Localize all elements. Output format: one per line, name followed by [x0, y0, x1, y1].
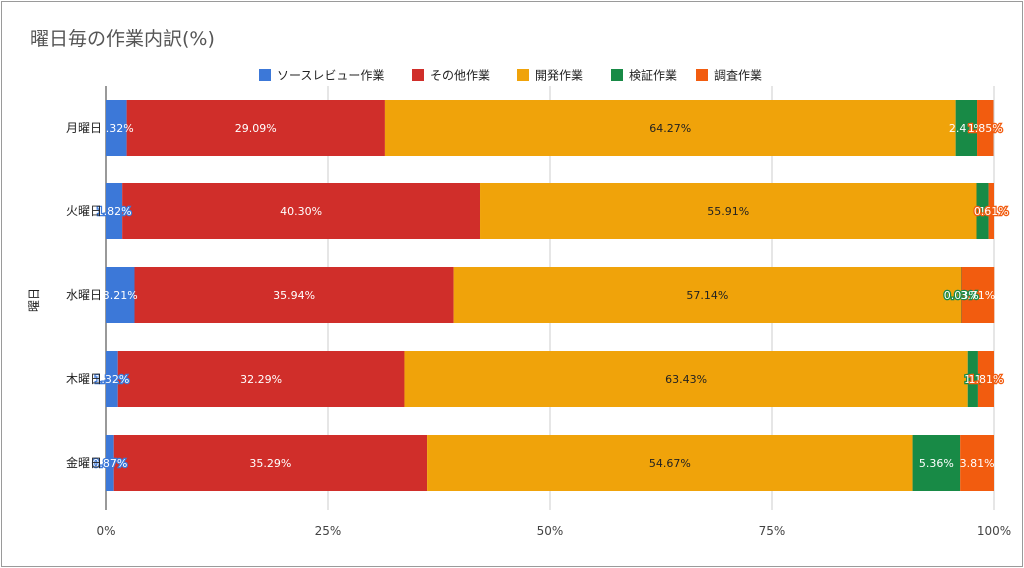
bar-segment	[106, 100, 127, 156]
category-label: 火曜日	[66, 204, 102, 218]
data-label: 0.03%	[944, 289, 979, 302]
data-labels: 2.32% 29.09% 64.27% 2.41%1.85% 1.82% 40.30% 55…	[91, 121, 1010, 472]
bar-segment	[106, 267, 135, 323]
category-label: 金曜日	[66, 455, 102, 470]
x-tick-label: 0%	[96, 524, 115, 538]
data-label: 32.29%	[240, 373, 282, 386]
bar-segment	[480, 183, 977, 239]
legend-swatch	[517, 69, 529, 81]
bar-segment	[967, 351, 978, 407]
data-label: 64.27%	[649, 122, 691, 135]
category-label: 月曜日	[66, 121, 102, 135]
data-label: 1.1	[964, 373, 982, 386]
data-label: 2.41%	[949, 122, 984, 135]
data-label: 54.67%	[649, 457, 691, 470]
data-label: 63.43%	[665, 373, 707, 386]
bar-segment	[912, 435, 961, 491]
legend-swatch	[259, 69, 271, 81]
bar-segment	[106, 351, 118, 407]
x-tick-labels: 0% 25% 50% 75% 100%	[96, 524, 1011, 538]
x-tick-label: 75%	[759, 524, 786, 538]
data-label: 1	[979, 205, 986, 218]
chart-title: 曜日毎の作業内訳(%)	[30, 28, 215, 50]
bar-segment	[384, 100, 956, 156]
bar-segment	[960, 435, 994, 491]
data-label: 0.87%	[92, 457, 127, 470]
legend-label: 開発作業	[535, 69, 583, 83]
data-label: 3.21%	[103, 289, 138, 302]
category-label: 水曜日	[66, 288, 102, 302]
legend-swatch	[412, 69, 424, 81]
bar-segment	[404, 351, 968, 407]
bar-segment	[977, 100, 994, 156]
bar-segment	[976, 183, 989, 239]
bar-segment	[134, 267, 454, 323]
data-label: 0.61%	[974, 205, 1009, 218]
data-label: 35.94%	[273, 289, 315, 302]
data-label: 40.30%	[280, 205, 322, 218]
bar-segment	[453, 267, 962, 323]
data-label: 29.09%	[235, 122, 277, 135]
bars	[106, 100, 995, 491]
legend: ソースレビュー作業 その他作業 開発作業 検証作業 調査作業	[259, 69, 762, 83]
legend-label: 検証作業	[629, 69, 677, 83]
legend-label: ソースレビュー作業	[277, 69, 384, 83]
data-label: 1.32%	[94, 373, 129, 386]
data-label: 3.71%	[960, 289, 995, 302]
legend-label: その他作業	[430, 69, 490, 83]
bar-segment	[106, 435, 114, 491]
bar-segment	[961, 267, 962, 323]
x-tick-label: 25%	[315, 524, 342, 538]
bar-segment	[117, 351, 405, 407]
bar-segment	[955, 100, 978, 156]
bar-segment	[126, 100, 385, 156]
x-tick-label: 50%	[537, 524, 564, 538]
legend-swatch	[611, 69, 623, 81]
bar-segment	[427, 435, 913, 491]
data-label: 57.14%	[686, 289, 728, 302]
bar-segment	[113, 435, 428, 491]
data-label: 2.32%	[99, 122, 134, 135]
bar-segment	[106, 183, 123, 239]
bar-segment	[122, 183, 481, 239]
data-label: 1.81%	[968, 373, 1003, 386]
data-label: 35.29%	[249, 457, 291, 470]
legend-label: 調査作業	[714, 69, 762, 83]
data-label: 1.82%	[97, 205, 132, 218]
data-label: 5.36%	[919, 457, 954, 470]
x-tick-label: 100%	[977, 524, 1011, 538]
data-label: 55.91%	[707, 205, 749, 218]
legend-swatch	[696, 69, 708, 81]
bar-segment	[961, 267, 995, 323]
data-label: 1.85%	[968, 122, 1003, 135]
data-label: 3.81%	[960, 457, 995, 470]
category-label: 木曜日	[66, 372, 102, 386]
bar-segment	[977, 351, 994, 407]
bar-segment	[988, 183, 994, 239]
y-axis-label: 曜日	[27, 288, 41, 312]
